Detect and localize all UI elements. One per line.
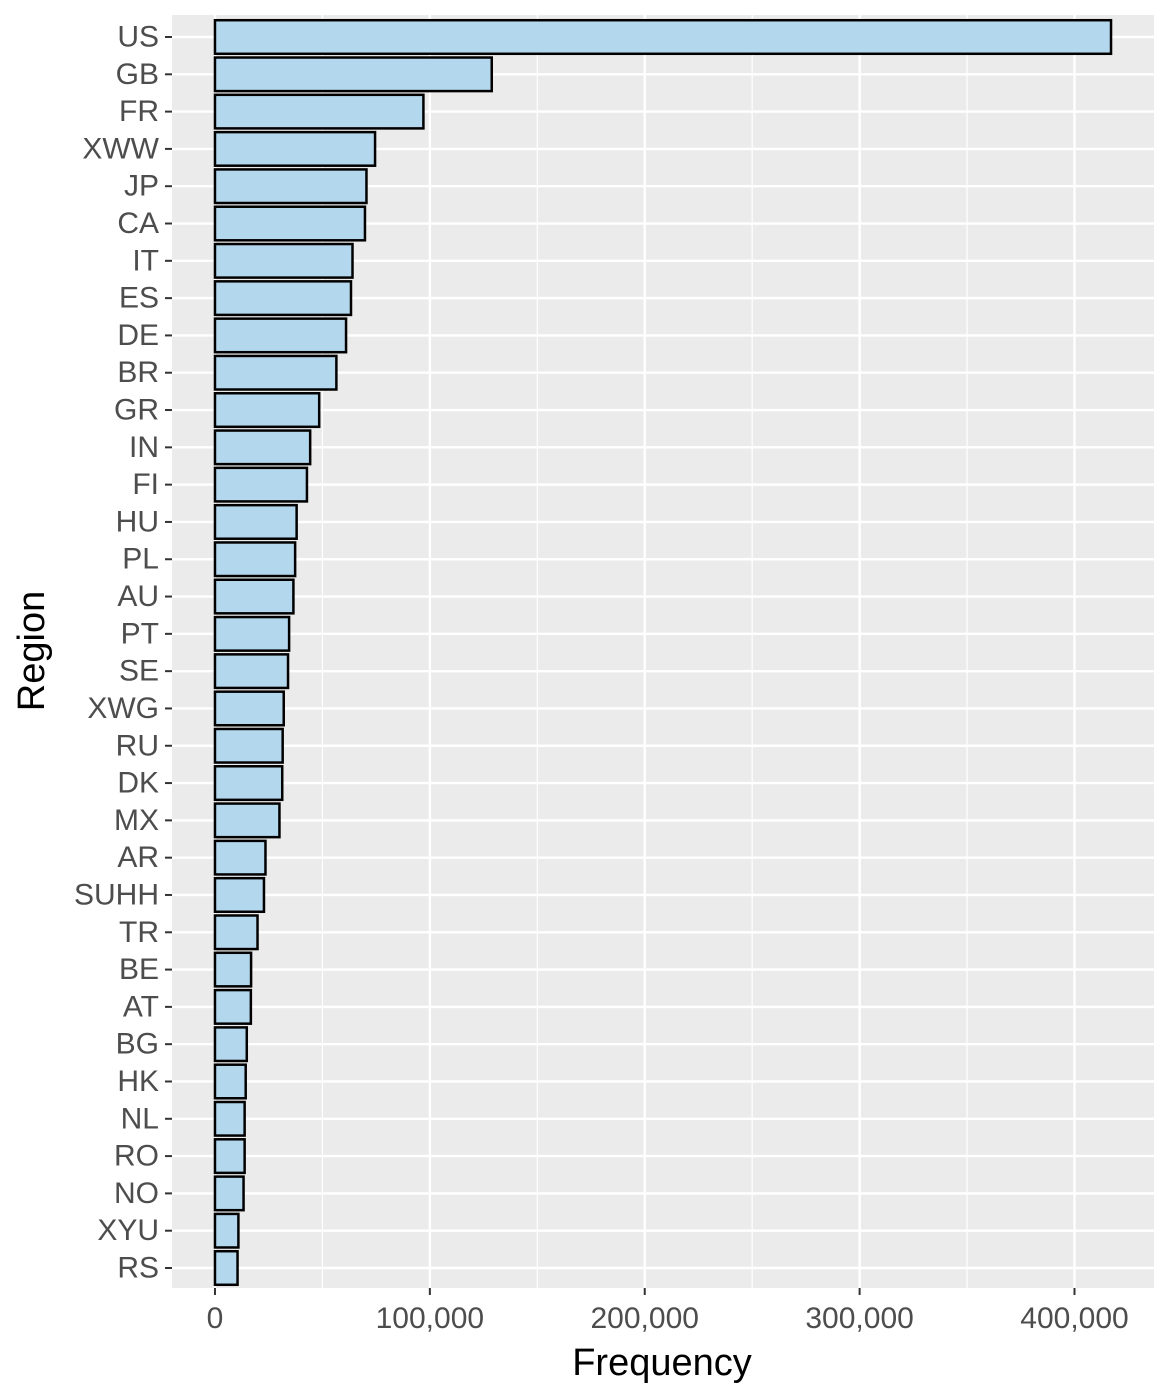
- bar-rs: [213, 1249, 239, 1287]
- bar-no: [213, 1175, 245, 1212]
- y-tick-label: FI: [132, 468, 159, 501]
- bar-ru: [213, 727, 284, 764]
- bar-ar: [213, 839, 267, 876]
- bar-au: [213, 578, 295, 615]
- y-tick-label: PL: [122, 543, 159, 576]
- bar-pl: [213, 541, 297, 578]
- x-tick-label: 0: [207, 1302, 224, 1335]
- y-tick-label: RU: [116, 729, 159, 762]
- bar-jp: [213, 168, 368, 205]
- bar-tr: [213, 914, 259, 951]
- bar-bg: [213, 1026, 249, 1063]
- bar-it: [213, 242, 354, 279]
- y-tick-label: XWG: [87, 692, 159, 725]
- bar-xwg: [213, 690, 285, 727]
- x-tick-label: 300,000: [805, 1302, 913, 1335]
- y-tick-label: DE: [117, 319, 159, 352]
- bar-gr: [213, 391, 321, 429]
- y-tick-label: XWW: [82, 132, 159, 165]
- x-tick-label: 400,000: [1020, 1302, 1128, 1335]
- bar-fr: [213, 93, 425, 130]
- y-tick-label: SE: [119, 655, 159, 688]
- bar-nl: [213, 1100, 246, 1137]
- y-tick-label: AU: [117, 580, 159, 613]
- bar-dk: [213, 765, 284, 802]
- y-tick-label: RO: [114, 1140, 159, 1173]
- y-tick-label: GB: [116, 58, 159, 91]
- y-tick-label: AT: [123, 990, 159, 1023]
- y-tick-label: CA: [117, 207, 159, 240]
- bar-ro: [213, 1138, 246, 1175]
- bar-ca: [213, 205, 367, 242]
- y-tick-label: DK: [117, 767, 159, 800]
- y-tick-label: AR: [117, 841, 159, 874]
- bar-xww: [213, 130, 377, 167]
- y-tick-label: BG: [116, 1028, 159, 1061]
- bar-gb: [213, 56, 493, 93]
- bar-se: [213, 653, 290, 690]
- y-tick-label: US: [117, 21, 159, 54]
- x-axis-title: Frequency: [572, 1342, 752, 1384]
- y-tick-label: HK: [117, 1065, 159, 1098]
- bar-de: [213, 317, 348, 354]
- bar-br: [213, 354, 338, 391]
- y-tick-label: HU: [116, 505, 159, 538]
- y-tick-label: NO: [114, 1177, 159, 1210]
- y-tick-label: XYU: [97, 1214, 159, 1247]
- y-tick-label: SUHH: [74, 878, 159, 911]
- y-tick-label: IN: [129, 431, 159, 464]
- bar-es: [213, 280, 353, 317]
- y-tick-label: JP: [124, 170, 159, 203]
- y-tick-label: PT: [121, 617, 159, 650]
- bar-hk: [213, 1063, 247, 1100]
- y-tick-label: RS: [117, 1252, 159, 1285]
- bar-fi: [213, 466, 309, 503]
- bar-pt: [213, 615, 291, 652]
- y-tick-label: ES: [119, 282, 159, 315]
- y-axis: US GB FR XWW JP CA IT ES DE BR GR IN FI HU PL AU PT SE XWG…: [74, 21, 172, 1285]
- bar-suhh: [213, 876, 266, 914]
- y-tick-label: FR: [119, 95, 159, 128]
- bar-hu: [213, 503, 298, 540]
- y-tick-label: MX: [114, 804, 159, 837]
- y-tick-label: TR: [119, 916, 159, 949]
- y-tick-label: IT: [132, 244, 159, 277]
- x-axis: 0 100,000 200,000 300,000 400,000: [207, 1288, 1129, 1335]
- y-tick-label: BR: [117, 356, 159, 389]
- bar-in: [213, 429, 312, 466]
- x-tick-label: 100,000: [376, 1302, 484, 1335]
- bar-at: [213, 988, 253, 1025]
- y-tick-label: BE: [119, 953, 159, 986]
- y-axis-title: Region: [11, 591, 53, 711]
- bar-be: [213, 951, 253, 988]
- x-tick-label: 200,000: [591, 1302, 699, 1335]
- y-tick-label: NL: [121, 1102, 159, 1135]
- y-tick-label: GR: [114, 394, 159, 427]
- bar-us: [213, 18, 1113, 56]
- bar-mx: [213, 802, 281, 839]
- bar-xyu: [213, 1212, 240, 1249]
- bars-group: [213, 18, 1113, 1287]
